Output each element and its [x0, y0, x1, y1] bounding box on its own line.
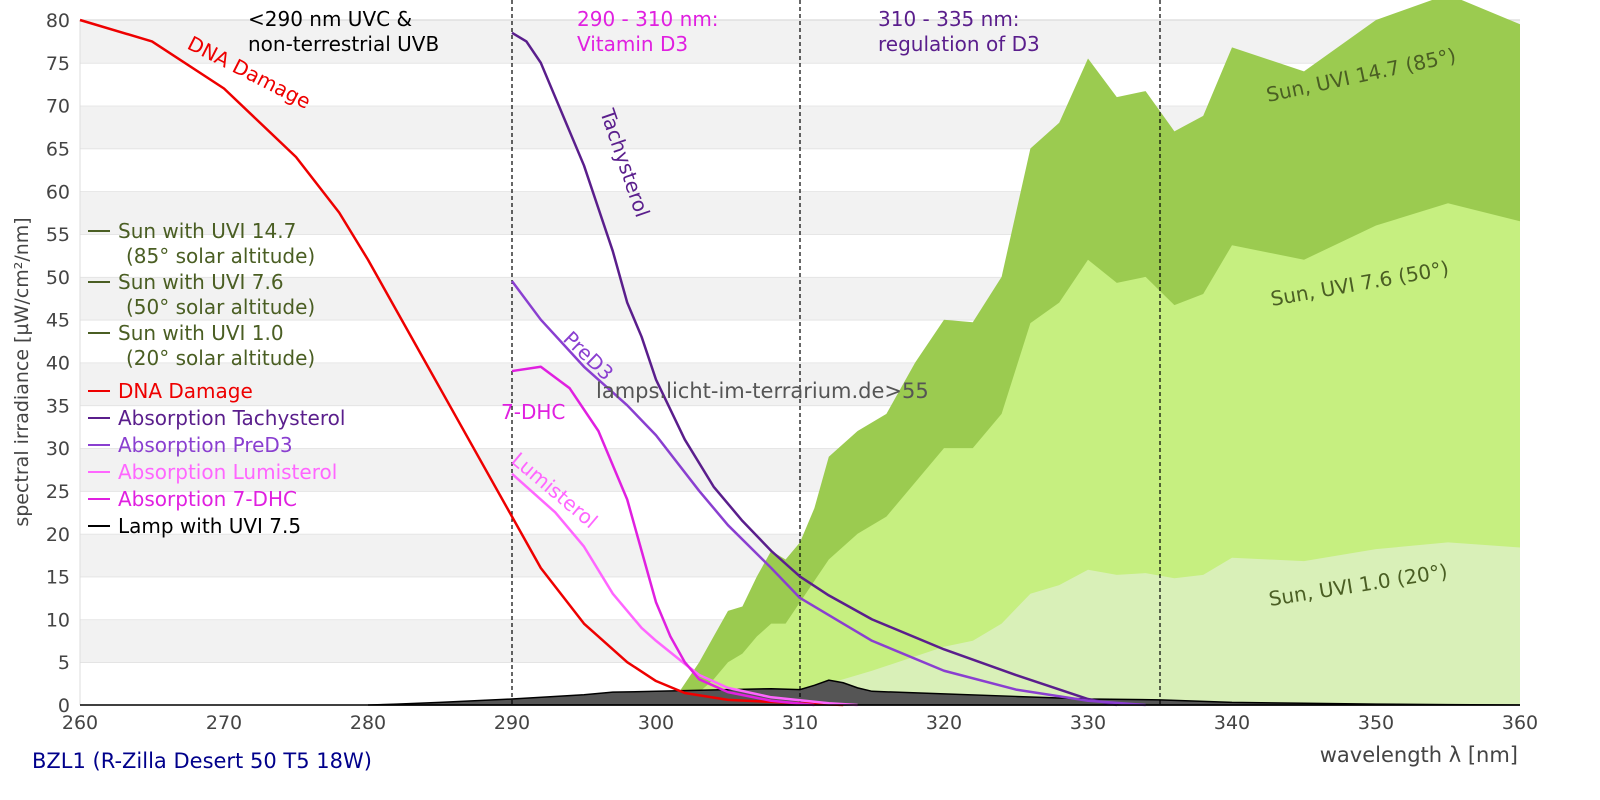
x-tick-290: 290: [494, 712, 530, 734]
x-tick-320: 320: [926, 712, 962, 734]
line-lumisterol: [511, 472, 858, 707]
y-tick-35: 35: [46, 395, 70, 417]
y-tick-55: 55: [46, 224, 70, 246]
chart-title: BZL1 (R-Zilla Desert 50 T5 18W): [32, 749, 372, 773]
legend-item: Absorption PreD3: [118, 433, 293, 457]
x-tick-labels: 260 270 280 290 300 310 320 330 340 350 360: [62, 712, 1538, 734]
y-tick-45: 45: [46, 310, 70, 332]
area-lamp-with-uvi-7-5: [367, 679, 1521, 706]
x-tick-280: 280: [350, 712, 386, 734]
legend: Sun with UVI 14.7(85° solar altitude)Sun…: [88, 219, 345, 538]
legend-item: Absorption 7-DHC: [118, 487, 297, 511]
x-tick-330: 330: [1070, 712, 1106, 734]
curve-label-7dhc: 7-DHC: [501, 400, 565, 424]
legend-item: Sun with UVI 7.6: [118, 270, 284, 294]
y-tick-5: 5: [58, 652, 70, 674]
x-tick-360: 360: [1502, 712, 1538, 734]
legend-item: Sun with UVI 1.0: [118, 321, 284, 345]
region-label-uvc: <290 nm UVC &: [248, 7, 412, 31]
watermark: lamps.licht-im-terrarium.de>55: [596, 379, 929, 403]
x-tick-270: 270: [206, 712, 242, 734]
area-sun-uvi-1-0-20-: [699, 542, 1520, 705]
y-tick-70: 70: [46, 96, 70, 118]
region-label-vitd3: 290 - 310 nm:: [577, 7, 719, 31]
legend-item: Absorption Lumisterol: [118, 460, 337, 484]
legend-item: Sun with UVI 14.7: [118, 219, 296, 243]
y-tick-0: 0: [58, 695, 70, 717]
line-dna-damage: [79, 18, 844, 707]
y-tick-labels: 0 5 10 15 20 25 30 35 40 45 50 55 60 65 70 75 80: [46, 10, 70, 717]
legend-item: DNA Damage: [118, 379, 253, 403]
x-tick-260: 260: [62, 712, 98, 734]
sun-areas: [367, 0, 1521, 706]
grid-band: [80, 20, 1520, 63]
line-7-dhc: [511, 365, 815, 707]
y-tick-60: 60: [46, 181, 70, 203]
absorption-lines: [79, 18, 1146, 707]
region-label-uvc-2: non-terrestrial UVB: [248, 32, 439, 56]
legend-item-detail: (20° solar altitude): [126, 346, 315, 370]
y-tick-20: 20: [46, 524, 70, 546]
x-axis-label: wavelength λ [nm]: [1320, 743, 1518, 767]
x-tick-310: 310: [782, 712, 818, 734]
y-tick-50: 50: [46, 267, 70, 289]
x-tick-350: 350: [1358, 712, 1394, 734]
y-tick-15: 15: [46, 567, 70, 589]
legend-item: Lamp with UVI 7.5: [118, 514, 301, 538]
y-tick-40: 40: [46, 353, 70, 375]
legend-item-detail: (85° solar altitude): [126, 244, 315, 268]
y-tick-30: 30: [46, 438, 70, 460]
y-tick-75: 75: [46, 53, 70, 75]
region-label-vitd3-2: Vitamin D3: [577, 32, 688, 56]
y-tick-10: 10: [46, 609, 70, 631]
y-tick-65: 65: [46, 138, 70, 160]
x-tick-300: 300: [638, 712, 674, 734]
line-pred3: [510, 280, 1146, 707]
legend-item: Absorption Tachysterol: [118, 406, 345, 430]
y-axis-label: spectral irradiance [µW/cm²/nm]: [11, 217, 33, 526]
region-label-regulation-2: regulation of D3: [878, 32, 1040, 56]
region-dividers: [511, 0, 1161, 705]
x-tick-340: 340: [1214, 712, 1250, 734]
line-tachysterol: [511, 31, 1118, 707]
y-tick-80: 80: [46, 10, 70, 32]
legend-item-detail: (50° solar altitude): [126, 295, 315, 319]
region-label-regulation: 310 - 335 nm:: [878, 7, 1020, 31]
y-tick-25: 25: [46, 481, 70, 503]
